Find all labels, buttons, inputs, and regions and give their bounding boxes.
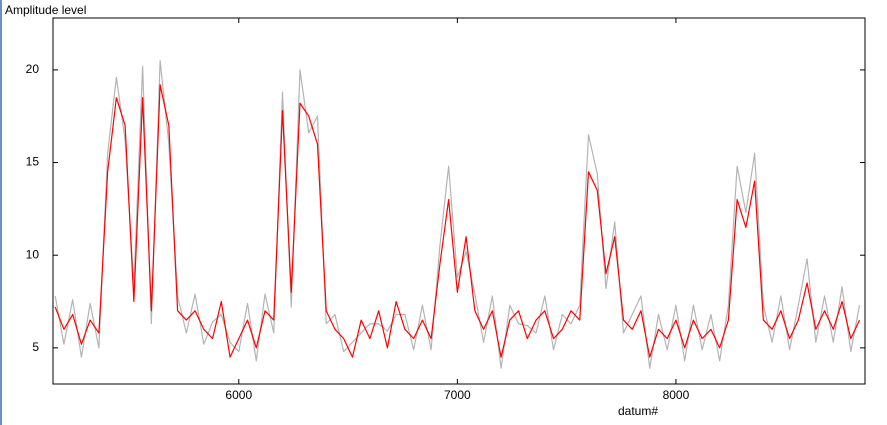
data-line (54, 84, 861, 358)
x-tick-label: 7000 (444, 388, 471, 402)
chart-title: Amplitude level (5, 3, 86, 17)
y-tick-label: 5 (32, 340, 39, 354)
y-tick-label: 15 (26, 155, 40, 169)
y-tick-label: 20 (26, 62, 40, 76)
x-tick-label: 6000 (225, 388, 252, 402)
x-axis-label: datum# (618, 404, 658, 418)
y-tick-label: 10 (26, 247, 40, 261)
data-line (54, 60, 861, 369)
x-tick-label: 8000 (663, 388, 690, 402)
